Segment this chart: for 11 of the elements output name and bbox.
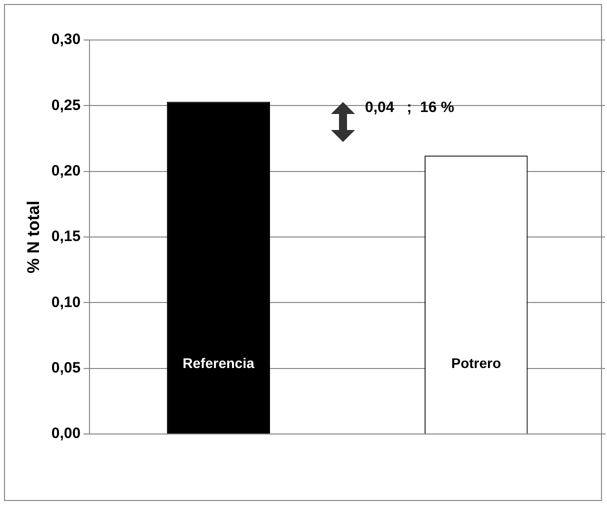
y-tick-label: 0,20 — [51, 162, 81, 180]
y-tick-label: 0,00 — [51, 425, 81, 442]
y-tick-label: 0,15 — [51, 228, 81, 246]
y-tick-label: 0,25 — [51, 96, 81, 114]
y-tick-label: 0,10 — [51, 294, 81, 311]
y-axis-title: % N total — [24, 200, 43, 274]
y-tick-label: 0,05 — [51, 359, 81, 376]
x-tick-label: Potrero — [451, 355, 502, 372]
x-tick-label: Referencia — [182, 355, 254, 372]
annotation: 0,04 ; 16 % — [365, 99, 454, 116]
y-tick-label: 0,30 — [51, 31, 81, 48]
